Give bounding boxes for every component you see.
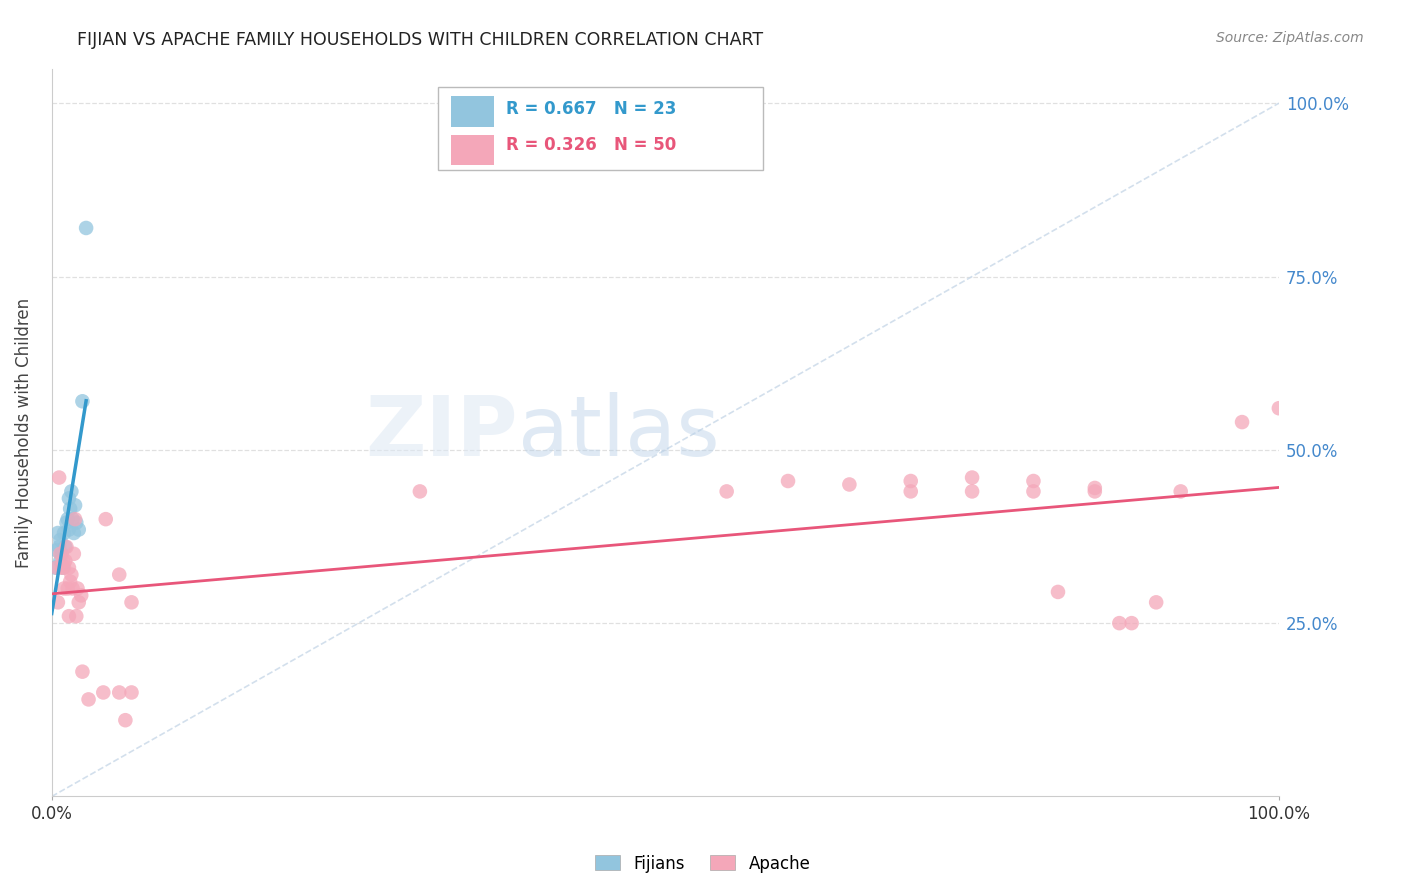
Point — [62, 582, 84, 596]
Legend: Fijians, Apache: Fijians, Apache — [589, 848, 817, 880]
Point — [1230, 415, 1253, 429]
Point — [60, 484, 83, 499]
Y-axis label: Family Households with Children: Family Households with Children — [15, 297, 32, 567]
Point — [72, 665, 94, 679]
Point — [91, 685, 114, 699]
Point — [52, 554, 75, 568]
Point — [58, 609, 80, 624]
Point — [51, 560, 73, 574]
Point — [75, 221, 97, 235]
Point — [66, 582, 89, 596]
Point — [108, 685, 131, 699]
Point — [46, 595, 69, 609]
Point — [65, 516, 87, 530]
FancyBboxPatch shape — [450, 96, 494, 127]
Point — [58, 523, 80, 537]
FancyBboxPatch shape — [439, 87, 763, 170]
Point — [49, 554, 72, 568]
Point — [53, 540, 76, 554]
Point — [59, 501, 82, 516]
Text: FIJIAN VS APACHE FAMILY HOUSEHOLDS WITH CHILDREN CORRELATION CHART: FIJIAN VS APACHE FAMILY HOUSEHOLDS WITH … — [77, 31, 763, 49]
Point — [1144, 595, 1167, 609]
Point — [121, 595, 143, 609]
Point — [63, 512, 86, 526]
Point — [1046, 585, 1069, 599]
Point — [48, 540, 70, 554]
Point — [94, 512, 117, 526]
Point — [49, 533, 72, 547]
Point — [53, 582, 76, 596]
Point — [65, 609, 87, 624]
Point — [51, 547, 73, 561]
Point — [63, 498, 86, 512]
Point — [44, 560, 66, 574]
Point — [60, 567, 83, 582]
Point — [45, 560, 67, 574]
Point — [45, 543, 67, 558]
Point — [716, 484, 738, 499]
Point — [900, 474, 922, 488]
Point — [48, 470, 70, 484]
Point — [1084, 484, 1107, 499]
Point — [55, 516, 77, 530]
Point — [56, 512, 79, 526]
Point — [121, 685, 143, 699]
Text: Source: ZipAtlas.com: Source: ZipAtlas.com — [1216, 31, 1364, 45]
Point — [72, 394, 94, 409]
Point — [63, 526, 86, 541]
Text: ZIP: ZIP — [366, 392, 517, 473]
Point — [67, 523, 90, 537]
Point — [58, 491, 80, 506]
Point — [49, 547, 72, 561]
Point — [1084, 481, 1107, 495]
Point — [55, 540, 77, 554]
Point — [114, 713, 136, 727]
Point — [1121, 616, 1143, 631]
Point — [59, 574, 82, 589]
Point — [53, 560, 76, 574]
FancyBboxPatch shape — [450, 135, 494, 165]
Point — [56, 582, 79, 596]
Text: R = 0.326   N = 50: R = 0.326 N = 50 — [506, 136, 676, 154]
Point — [838, 477, 860, 491]
Point — [62, 512, 84, 526]
Point — [776, 474, 799, 488]
Point — [409, 484, 432, 499]
Point — [1170, 484, 1192, 499]
Point — [1108, 616, 1130, 631]
Text: atlas: atlas — [517, 392, 720, 473]
Point — [1022, 474, 1045, 488]
Point — [77, 692, 100, 706]
Point — [67, 595, 90, 609]
Point — [70, 588, 93, 602]
Point — [46, 526, 69, 541]
Text: R = 0.667   N = 23: R = 0.667 N = 23 — [506, 100, 676, 118]
Point — [63, 547, 86, 561]
Point — [108, 567, 131, 582]
Point — [960, 470, 983, 484]
Point — [900, 484, 922, 499]
Point — [52, 560, 75, 574]
Point — [1022, 484, 1045, 499]
Point — [53, 554, 76, 568]
Point — [58, 560, 80, 574]
Point — [960, 484, 983, 499]
Point — [53, 526, 76, 541]
Point — [1268, 401, 1291, 416]
